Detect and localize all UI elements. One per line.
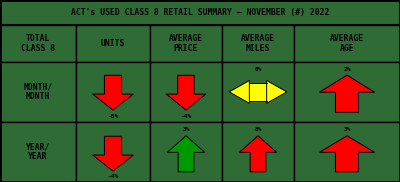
Bar xyxy=(222,122,294,182)
Text: ACT's USED CLASS 8 RETAIL SUMMARY – NOVEMBER (#) 2022: ACT's USED CLASS 8 RETAIL SUMMARY – NOVE… xyxy=(71,8,329,17)
Bar xyxy=(294,122,400,182)
Bar xyxy=(294,25,400,62)
Text: YEAR/
YEAR: YEAR/ YEAR xyxy=(26,143,50,161)
Bar xyxy=(0,62,76,122)
Polygon shape xyxy=(249,83,267,101)
Polygon shape xyxy=(166,75,206,110)
Text: -8%: -8% xyxy=(107,114,119,119)
Text: MONTH/
MONTH: MONTH/ MONTH xyxy=(23,83,53,101)
Bar xyxy=(150,25,222,62)
Text: -4%: -4% xyxy=(180,114,192,119)
Bar xyxy=(76,62,150,122)
Polygon shape xyxy=(93,136,133,171)
Bar xyxy=(222,25,294,62)
Bar xyxy=(150,122,222,182)
Polygon shape xyxy=(239,136,277,172)
Bar xyxy=(150,62,222,122)
Polygon shape xyxy=(229,80,249,103)
Text: 0%: 0% xyxy=(254,67,262,72)
Bar xyxy=(76,25,150,62)
Text: TOTAL
CLASS 8: TOTAL CLASS 8 xyxy=(21,34,55,53)
Text: AVERAGE
AGE: AVERAGE AGE xyxy=(330,34,364,53)
Polygon shape xyxy=(267,80,287,103)
Text: 2%: 2% xyxy=(343,67,351,72)
Bar xyxy=(294,62,400,122)
Text: UNITS: UNITS xyxy=(101,39,125,48)
Text: 3%: 3% xyxy=(343,127,351,132)
Bar xyxy=(0,122,76,182)
Text: AVERAGE
MILES: AVERAGE MILES xyxy=(241,34,275,53)
Text: 8%: 8% xyxy=(254,127,262,132)
Text: 3%: 3% xyxy=(182,127,190,132)
Bar xyxy=(0,0,400,25)
Bar xyxy=(0,25,76,62)
Polygon shape xyxy=(93,75,133,110)
Bar xyxy=(222,62,294,122)
Polygon shape xyxy=(320,136,374,172)
Text: -4%: -4% xyxy=(107,174,119,179)
Polygon shape xyxy=(320,75,374,112)
Text: AVERAGE
PRICE: AVERAGE PRICE xyxy=(169,34,203,53)
Polygon shape xyxy=(167,136,205,172)
Bar xyxy=(76,122,150,182)
